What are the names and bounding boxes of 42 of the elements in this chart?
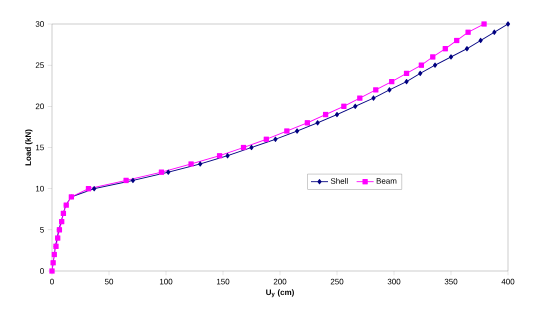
point bbox=[216, 153, 222, 158]
point bbox=[240, 144, 246, 150]
point bbox=[478, 38, 483, 44]
point bbox=[430, 54, 436, 60]
point bbox=[130, 178, 136, 184]
point bbox=[454, 38, 460, 44]
point bbox=[432, 62, 438, 68]
point bbox=[334, 112, 340, 118]
point bbox=[492, 30, 496, 35]
point bbox=[264, 136, 269, 142]
point bbox=[86, 186, 92, 192]
point bbox=[389, 78, 394, 84]
point bbox=[166, 170, 170, 175]
point bbox=[442, 46, 448, 52]
point bbox=[506, 21, 510, 27]
point bbox=[418, 62, 424, 68]
point bbox=[465, 30, 471, 35]
point bbox=[404, 78, 409, 84]
point bbox=[225, 153, 230, 158]
point bbox=[188, 161, 194, 167]
point bbox=[373, 87, 378, 93]
point bbox=[341, 104, 346, 109]
point bbox=[322, 112, 328, 118]
point bbox=[92, 186, 96, 192]
point bbox=[448, 54, 454, 60]
point bbox=[404, 70, 410, 76]
point bbox=[158, 170, 164, 175]
point bbox=[353, 104, 358, 109]
point bbox=[284, 128, 290, 134]
point bbox=[357, 95, 362, 101]
point bbox=[123, 178, 129, 184]
point bbox=[464, 46, 470, 52]
point bbox=[481, 21, 487, 27]
point bbox=[295, 128, 300, 134]
point bbox=[418, 70, 422, 76]
point bbox=[304, 120, 310, 126]
point bbox=[249, 144, 254, 150]
point bbox=[316, 120, 320, 126]
point bbox=[198, 161, 202, 167]
point bbox=[371, 95, 376, 101]
point bbox=[273, 136, 278, 142]
point bbox=[387, 87, 392, 93]
